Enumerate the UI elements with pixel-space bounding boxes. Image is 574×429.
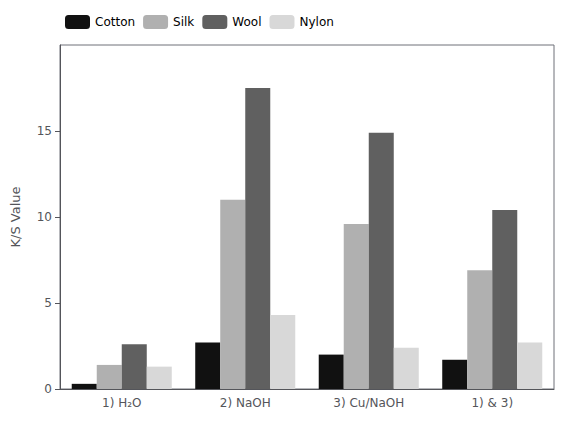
svg-text:Silk: Silk: [173, 15, 194, 29]
svg-text:15: 15: [37, 124, 52, 138]
svg-text:3) Cu/NaOH: 3) Cu/NaOH: [333, 396, 404, 410]
svg-text:1) & 3): 1) & 3): [471, 396, 513, 410]
svg-text:0: 0: [44, 382, 52, 396]
svg-text:5: 5: [44, 296, 52, 310]
svg-text:Cotton: Cotton: [95, 15, 135, 29]
svg-text:1) H₂O: 1) H₂O: [102, 396, 141, 410]
svg-text:K/S Value: K/S Value: [8, 187, 23, 248]
svg-text:2) NaOH: 2) NaOH: [220, 396, 271, 410]
svg-text:Nylon: Nylon: [299, 15, 333, 29]
svg-text:Wool: Wool: [232, 15, 261, 29]
svg-text:10: 10: [37, 210, 52, 224]
